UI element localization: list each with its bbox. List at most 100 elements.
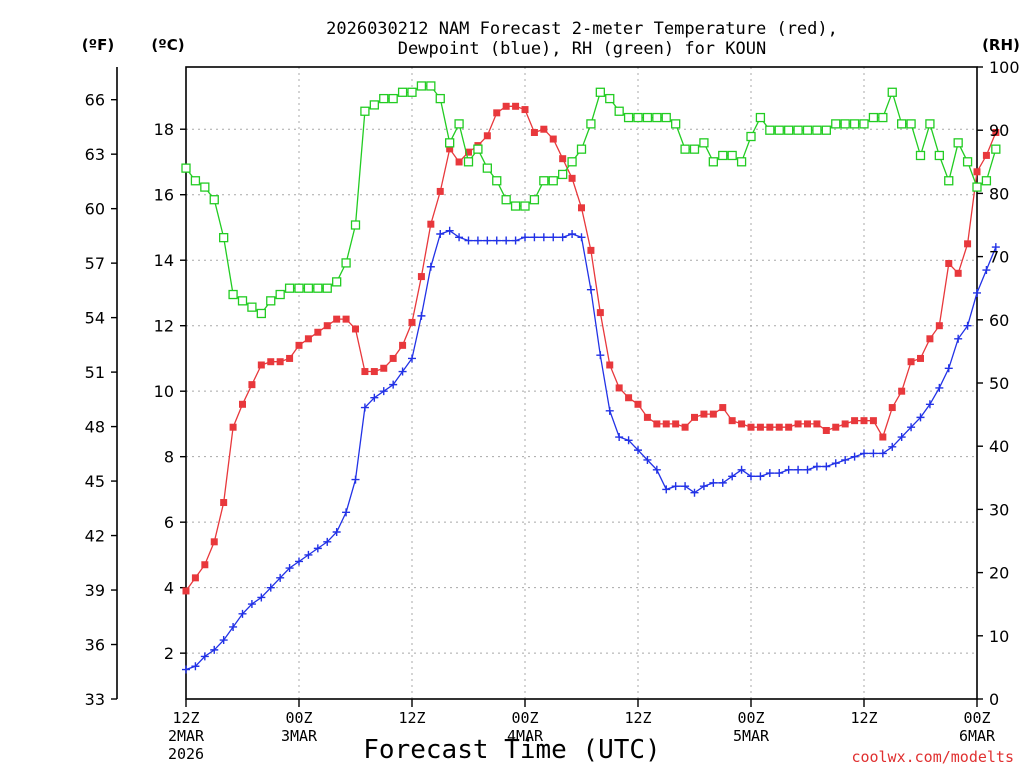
- rh-point: [944, 176, 954, 186]
- temperature-point: [220, 499, 228, 507]
- temperature-point: [502, 102, 510, 110]
- rh-point: [689, 144, 700, 154]
- series-temperature: [182, 102, 1000, 595]
- dewpoint-point: [229, 622, 238, 631]
- rh-tick-label: 60: [989, 311, 1009, 330]
- temperature-point: [314, 328, 322, 336]
- dewpoint-point: [822, 462, 831, 471]
- temperature-point: [493, 109, 501, 117]
- temperature-point: [888, 404, 896, 412]
- temperature-point: [380, 364, 388, 372]
- rh-point: [200, 182, 210, 192]
- rh-point: [294, 283, 304, 293]
- temperature-point: [634, 400, 642, 408]
- rh-tick-label: 100: [989, 58, 1020, 77]
- dewpoint-point: [794, 465, 803, 474]
- temperature-point: [530, 128, 538, 136]
- rh-point: [341, 258, 351, 268]
- x-tick-label: 12Z: [398, 709, 425, 727]
- temperature-point: [361, 368, 369, 376]
- rh-tick-label: 20: [989, 564, 1009, 583]
- rh-point: [671, 119, 681, 129]
- temperature-point: [568, 174, 576, 182]
- dewpoint-point: [436, 230, 445, 239]
- rh-point: [275, 289, 285, 300]
- temperature-point: [841, 420, 849, 428]
- fahrenheit-unit-label: (ºF): [82, 36, 114, 54]
- rh-point: [558, 169, 568, 180]
- dewpoint-point: [464, 236, 473, 245]
- rh-point: [284, 283, 295, 293]
- rh-point: [849, 119, 860, 129]
- dewpoint-point: [690, 488, 699, 497]
- rh-point: [897, 119, 907, 129]
- dewpoint-point: [973, 288, 981, 297]
- rh-point: [510, 201, 521, 211]
- rh-tick-label: 70: [989, 248, 1009, 267]
- rh-point: [765, 125, 775, 135]
- rh-point: [859, 119, 869, 129]
- temperature-point: [822, 426, 830, 434]
- rh-point: [708, 157, 718, 167]
- rh-point: [925, 119, 935, 129]
- x-tick-label: 5MAR: [733, 727, 770, 745]
- x-tick-label: 4MAR: [507, 727, 544, 745]
- rh-point: [831, 119, 841, 129]
- tick-labels: 33 36 39 42 45 48 51 54 57 60 63 66 2 4 6 8 10 12 14 16 18 0 1…: [85, 58, 1020, 763]
- temperature-point: [982, 151, 990, 159]
- temperature-point: [446, 145, 454, 153]
- rh-point: [369, 100, 379, 110]
- fahrenheit-tick-label: 66: [85, 91, 105, 110]
- dewpoint-point: [238, 609, 247, 618]
- dewpoint-point: [295, 557, 303, 566]
- dewpoint-point: [276, 573, 285, 582]
- temperature-point: [917, 354, 924, 362]
- rh-point: [774, 125, 784, 135]
- dewpoint-point: [878, 449, 887, 458]
- dewpoint-point: [389, 380, 398, 389]
- rh-tick-label: 30: [989, 500, 1009, 519]
- temperature-point: [276, 358, 284, 366]
- rh-point: [209, 195, 219, 205]
- rh-point: [473, 144, 483, 154]
- gridlines: [185, 67, 978, 699]
- rh-point: [379, 93, 389, 104]
- temperature-point: [653, 420, 661, 428]
- celsius-tick-label: 8: [164, 448, 174, 467]
- dewpoint-point: [568, 230, 577, 239]
- fahrenheit-tick-label: 63: [85, 145, 105, 164]
- dewpoint-point: [728, 472, 737, 481]
- rh-point: [878, 112, 888, 123]
- rh-point: [407, 87, 417, 97]
- rh-point: [313, 283, 323, 293]
- celsius-tick-label: 10: [154, 382, 174, 401]
- rh-point: [793, 125, 803, 135]
- rh-point: [388, 93, 398, 104]
- dewpoint-point: [982, 266, 991, 275]
- rh-point: [755, 112, 766, 123]
- temperature-point: [879, 433, 887, 441]
- rh-point: [181, 163, 191, 173]
- rh-point: [652, 112, 662, 123]
- rh-point: [190, 176, 201, 186]
- dewpoint-point: [803, 465, 812, 474]
- dewpoint-point: [775, 469, 784, 478]
- celsius-unit-label: (ºC): [151, 36, 184, 54]
- temperature-point: [709, 410, 717, 418]
- rh-point: [840, 119, 850, 129]
- dewpoint-point: [662, 485, 671, 494]
- chart-title: 2026030212 NAM Forecast 2-meter Temperat…: [326, 19, 838, 59]
- rh-point: [595, 87, 605, 97]
- temperature-point: [182, 587, 190, 595]
- rh-tick-label: 80: [989, 184, 1009, 203]
- temperature-point: [794, 420, 802, 428]
- dewpoint-point: [408, 354, 416, 363]
- rh-point: [360, 106, 370, 116]
- celsius-tick-label: 4: [164, 579, 174, 598]
- dewpoint-point: [342, 508, 351, 517]
- x-tick-label: 00Z: [511, 709, 538, 727]
- dewpoint-point: [549, 233, 558, 242]
- temperature-point: [333, 315, 341, 323]
- dewpoint-point: [266, 583, 275, 592]
- temperature-point: [747, 423, 755, 431]
